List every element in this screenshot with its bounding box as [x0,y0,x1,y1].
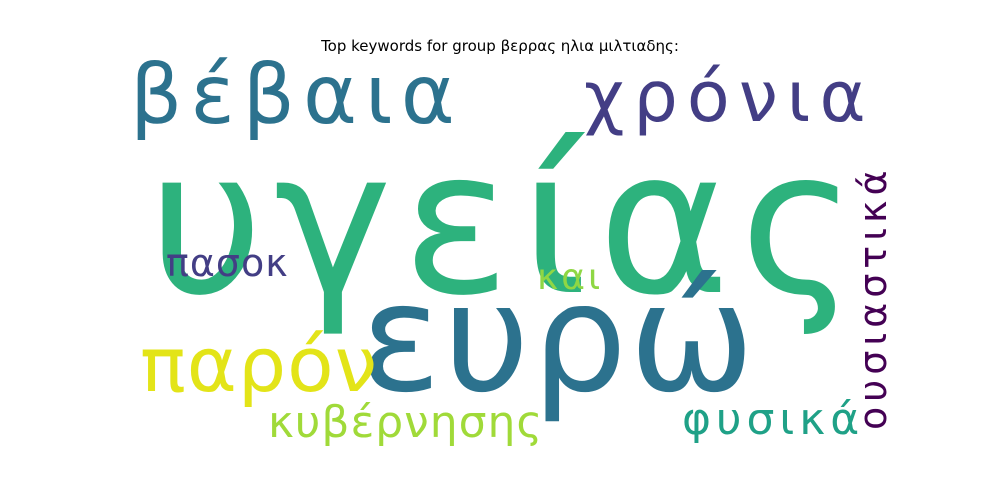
word-cloud-word: ευρώ [360,252,757,426]
word-cloud-word: και [537,257,603,298]
word-cloud-word: παρόν [140,320,378,409]
word-cloud-word: πασοκ [166,241,289,285]
word-cloud-word: ουσιαστικά [851,166,895,431]
chart-title: Top keywords for group βερρας ηλια μιλτι… [321,37,679,55]
word-cloud-word: κυβέρνησης [268,397,543,448]
word-cloud-word: χρόνια [584,56,875,138]
word-cloud-word: φυσικά [682,394,864,445]
word-cloud-word: υγείας [148,107,867,340]
word-cloud-word: βέβαια [130,48,463,143]
